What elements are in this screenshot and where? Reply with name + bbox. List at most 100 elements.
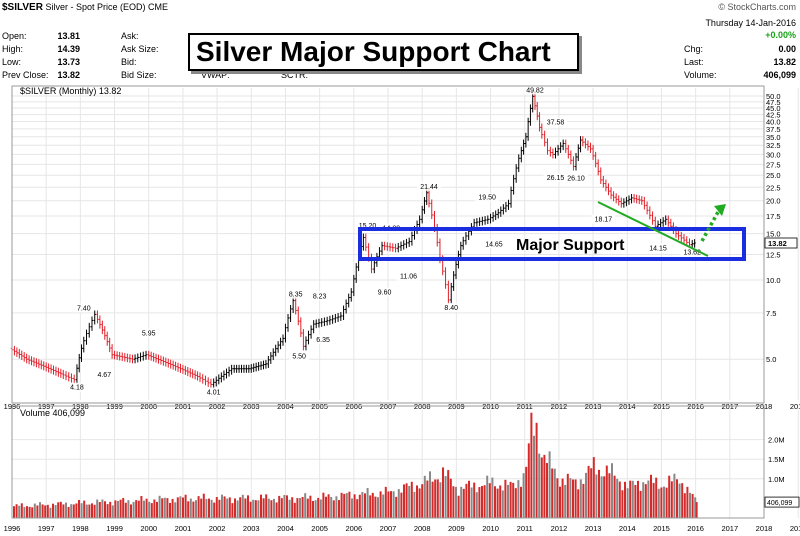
price-annotation: 49.82	[526, 87, 544, 94]
annotation-bg	[73, 303, 94, 313]
volume-bar	[587, 465, 590, 518]
price-annotation: 5.95	[142, 330, 156, 337]
volume-bar	[486, 475, 489, 518]
price-tick-label: 40.0	[766, 118, 781, 127]
price-axis: 5.0 7.5 10.0 12.5 15.0 17.5 20.0 22.5 25.0 27.530…	[766, 92, 781, 364]
volume-bar	[496, 488, 499, 518]
year-tick-label: 2019	[790, 402, 800, 411]
volume-bar	[127, 500, 130, 518]
volume-bar	[574, 479, 577, 518]
volume-bar	[351, 498, 353, 518]
volume-bar	[260, 494, 262, 518]
volume-bar	[348, 491, 351, 518]
annotation-bg	[396, 271, 421, 281]
price-tick-label: 30.0	[766, 150, 781, 159]
volume-bar	[426, 480, 429, 518]
volume-bar	[413, 491, 416, 518]
volume-bar	[340, 492, 343, 518]
price-tick-label: 27.5	[766, 160, 781, 169]
annotation-bg	[374, 287, 395, 297]
watermark: © StockCharts.com	[718, 2, 796, 12]
price-tick-label: 5.0	[766, 355, 776, 364]
volume-bar	[405, 483, 408, 518]
volume-bar	[187, 501, 190, 518]
volume-bar	[249, 501, 252, 518]
volume-bar	[444, 476, 447, 518]
volume-bar	[33, 503, 36, 518]
year-tick-label: 2019	[790, 524, 800, 533]
volume-bar	[288, 499, 291, 518]
volume-bar	[345, 493, 348, 518]
volume-bar	[421, 484, 424, 518]
year-tick-label: 2007	[380, 524, 397, 533]
volume-bar	[678, 483, 681, 518]
volume-bar	[254, 500, 257, 518]
high-value: 14.39	[57, 44, 80, 54]
volume-bar	[613, 475, 616, 518]
volume-bar	[83, 500, 86, 518]
price-annotation: 13.62	[683, 250, 701, 257]
volume-bar	[293, 502, 296, 518]
last-label: Last:	[684, 57, 704, 67]
volume-bar	[135, 500, 138, 518]
price-tick-label: 20.0	[766, 197, 781, 206]
volume-bar	[452, 486, 455, 518]
volume-bar	[39, 502, 41, 518]
volume-bar	[639, 490, 642, 518]
volume-bar	[44, 505, 47, 518]
volume-bar	[657, 488, 660, 518]
price-annotation: 8.23	[313, 293, 327, 300]
volume-bar	[374, 496, 377, 518]
volume-bar	[621, 490, 624, 518]
volume-bar	[686, 486, 689, 518]
price-tick-label: 17.5	[766, 212, 781, 221]
volume-bar	[244, 498, 247, 518]
price-tick-label: 47.5	[766, 98, 781, 107]
volume-bar	[278, 495, 281, 518]
volume-bar	[273, 498, 275, 518]
change-percent: +0.00%	[765, 30, 796, 40]
last-volume-label: 406,099	[767, 500, 792, 507]
volume-bar	[652, 482, 655, 518]
volume-bar	[501, 490, 504, 518]
prev-close-label: Prev Close:	[2, 70, 49, 80]
volume-bar	[18, 505, 21, 518]
volume-bar	[535, 422, 538, 518]
volume-bar	[572, 479, 574, 518]
year-tick-label: 2018	[756, 524, 773, 533]
volume-bar	[304, 493, 307, 518]
volume-bar	[88, 504, 91, 518]
volume-bar	[410, 481, 413, 518]
volume-bar	[358, 494, 361, 518]
volume-bar	[161, 498, 164, 518]
volume-bar	[564, 484, 567, 518]
price-tick-label: 10.0	[766, 276, 781, 285]
volume-bar	[106, 504, 109, 518]
year-tick-label: 2011	[517, 524, 533, 533]
volume-bar	[291, 497, 294, 518]
volume-bar	[322, 492, 325, 518]
volume-bar	[182, 497, 184, 518]
volume-bar	[327, 494, 330, 518]
price-annotation: 8.40	[444, 305, 458, 312]
volume-bar	[130, 504, 132, 518]
volume-bar	[540, 457, 543, 518]
annotation-bg	[289, 351, 310, 361]
volume-bar	[262, 498, 265, 518]
year-tick-label: 2008	[414, 524, 431, 533]
volume-bar	[208, 498, 210, 518]
volume-bar	[436, 479, 439, 518]
volume-bar	[124, 502, 127, 518]
annotation-bg	[475, 192, 500, 202]
volume-bar	[590, 468, 593, 518]
price-annotation: 15.20	[359, 223, 377, 230]
price-tick-label: 50.0	[766, 92, 781, 101]
year-tick-label: 2012	[551, 524, 568, 533]
volume-bar	[189, 498, 192, 518]
volume-bar	[223, 496, 226, 518]
annotation-bg	[67, 382, 87, 392]
volume-bar	[525, 466, 528, 518]
volume-bar	[67, 506, 70, 518]
volume-bar	[611, 463, 613, 518]
